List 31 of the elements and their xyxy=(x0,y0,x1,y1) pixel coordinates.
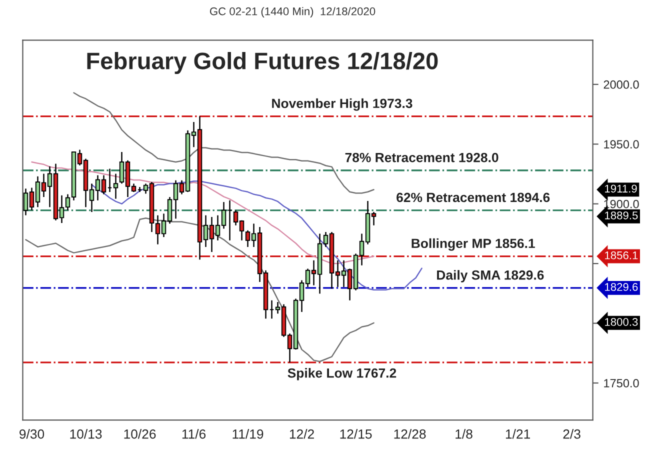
ref-line-label: November High 1973.3 xyxy=(272,98,412,111)
x-tick-label: 2/3 xyxy=(563,429,580,439)
x-tick-label: 12/15 xyxy=(340,429,372,439)
ref-line-label: 78% Retracement 1928.0 xyxy=(345,152,498,162)
x-tick-label: 11/6 xyxy=(182,429,206,439)
text: 1889.5 xyxy=(605,211,638,220)
ref-line-label: Daily SMA 1829.6 xyxy=(437,270,544,282)
line-series xyxy=(73,92,374,194)
x-tick-label: 12/2 xyxy=(290,429,314,439)
y-tick-label: 1750.0 xyxy=(604,379,639,388)
text: 1856.1 xyxy=(605,251,638,260)
ref-line-label: 62% Retracement 1894.6 xyxy=(396,192,550,202)
y-tick-label: 1950.0 xyxy=(604,140,639,149)
x-tick-label: 10/26 xyxy=(124,429,156,439)
ref-line-label: Bollinger MP 1856.1 xyxy=(412,238,535,251)
text: 1911.9 xyxy=(605,184,637,193)
text: 1829.6 xyxy=(605,283,638,291)
x-tick-label: 11/19 xyxy=(232,429,264,439)
ref-line-label: Spike Low 1767.2 xyxy=(288,368,396,380)
x-tick-label: 10/13 xyxy=(70,429,102,439)
x-tick-label: 1/8 xyxy=(456,429,472,439)
x-tick-label: 9/30 xyxy=(20,429,44,439)
chart-title: February Gold Futures 12/18/20 xyxy=(87,52,438,74)
candlestick xyxy=(113,173,118,200)
x-tick-label: 1/21 xyxy=(506,429,530,439)
line-series xyxy=(31,161,374,264)
chart-subtitle: GC 02-21 (1440 Min) 12/18/2020 xyxy=(210,7,376,18)
x-tick-label: 12/28 xyxy=(394,429,426,439)
y-tick-label: 2000.0 xyxy=(604,80,639,89)
text: 1800.3 xyxy=(605,318,638,326)
y-tick-label: 1900.0 xyxy=(604,200,639,208)
